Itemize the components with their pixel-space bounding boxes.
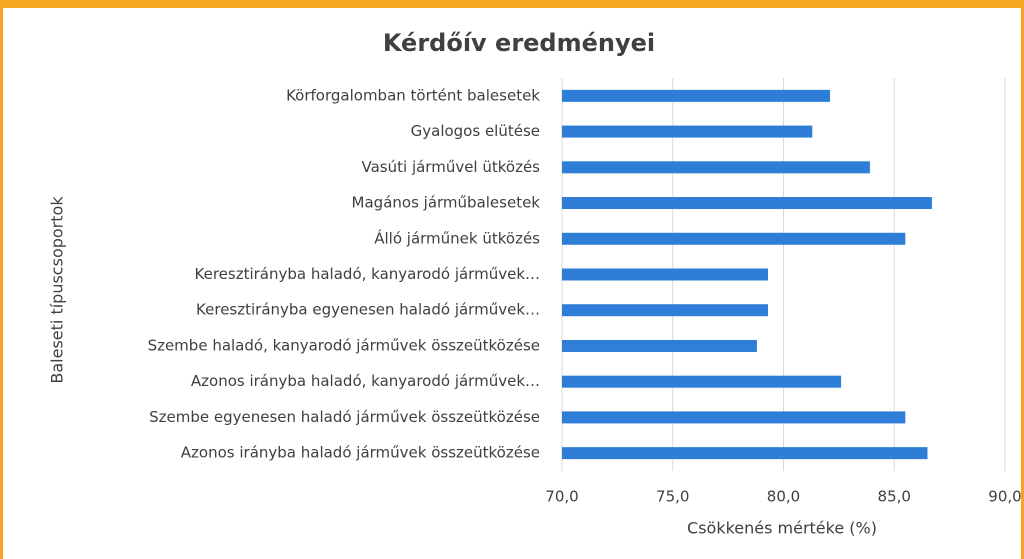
y-tick-label: Szembe haladó, kanyarodó járművek összeü… [148,336,540,354]
x-tick-label: 70,0 [545,488,578,506]
y-tick-label: Keresztirányba egyenesen haladó járművek… [196,301,540,319]
bar [562,161,870,174]
bar [562,89,831,102]
y-tick-label: Vasúti járművel ütközés [362,158,541,176]
x-tick-label: 75,0 [656,488,689,506]
y-tick-label: Gyalogos elütése [411,122,540,140]
x-tick-label: 85,0 [878,488,911,506]
y-tick-label: Álló járműnek ütközés [374,228,540,247]
y-tick-label: Azonos irányba haladó, kanyarodó járműve… [191,372,540,390]
y-tick-label: Keresztirányba haladó, kanyarodó járműve… [195,265,540,283]
left-border [0,0,3,559]
chart-title: Kérdőív eredményei [383,29,655,57]
x-axis-title: Csökkenés mértéke (%) [687,519,877,538]
top-border [0,0,1024,8]
bar [562,232,906,245]
bar [562,304,768,317]
bar [562,268,768,281]
y-tick-label: Szembe egyenesen haladó járművek összeüt… [149,408,540,426]
bar [562,447,928,460]
bar [562,125,813,138]
bar [562,411,906,424]
y-axis-title: Baleseti típuscsoportok [48,196,67,384]
y-tick-label: Körforgalomban történt balesetek [286,86,540,104]
y-tick-label: Magános járműbalesetek [352,194,541,212]
bar [562,339,757,352]
bar [562,375,842,388]
x-tick-label: 80,0 [767,488,800,506]
right-border [1021,0,1024,559]
bar [562,197,932,210]
y-tick-label: Azonos irányba haladó járművek összeütkö… [181,444,540,462]
x-tick-label: 90,0 [988,488,1021,506]
